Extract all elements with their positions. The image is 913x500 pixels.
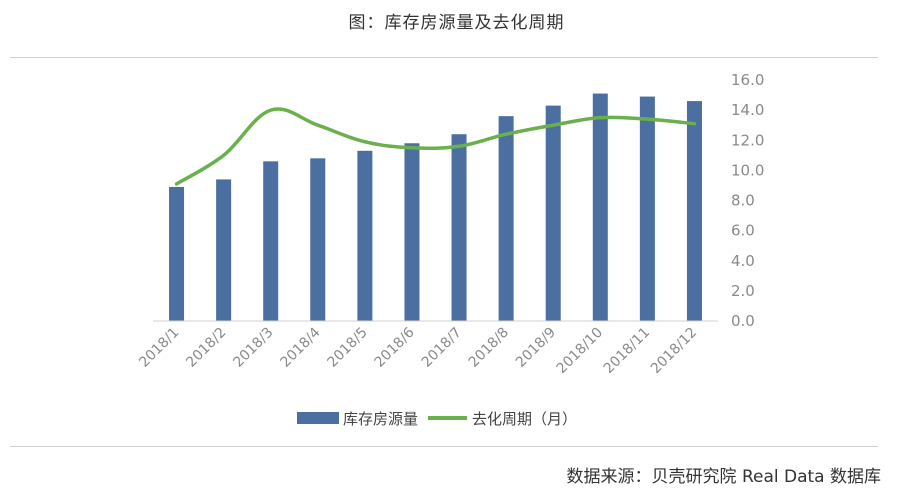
x-tick-label: 2018/6: [372, 324, 418, 370]
line-series: [174, 107, 697, 186]
y-tick-label: 2.0: [731, 282, 755, 300]
series-line: [174, 107, 697, 186]
bar: [216, 179, 232, 321]
x-tick-label: 2018/2: [183, 325, 229, 371]
x-tick-label: 2018/3: [230, 325, 276, 371]
x-tick-label: 2018/5: [325, 325, 371, 371]
bar: [545, 105, 561, 321]
bar: [263, 161, 279, 321]
y-tick-label: 10.0: [731, 161, 764, 179]
bar: [169, 186, 185, 321]
bar: [451, 134, 467, 321]
y-tick-label: 14.0: [731, 101, 764, 119]
y-tick-label: 0.0: [731, 312, 755, 330]
y-tick-label: 6.0: [731, 222, 755, 240]
bar: [498, 116, 514, 322]
data-source: 数据来源：贝壳研究院 Real Data 数据库: [566, 467, 881, 487]
chart-title: 图：库存房源量及去化周期: [348, 13, 565, 33]
legend-bar-swatch: [297, 412, 339, 424]
x-tick-label: 2018/10: [554, 325, 606, 377]
x-tick-label: 2018/12: [648, 325, 700, 377]
bar: [357, 150, 373, 321]
y-tick-label: 4.0: [731, 252, 755, 270]
y-tick-label: 16.0: [731, 71, 764, 89]
legend-label-bar: 库存房源量: [343, 410, 418, 428]
y-tick-label: 12.0: [731, 131, 764, 149]
x-tick-label: 2018/7: [419, 325, 465, 371]
bar: [639, 96, 655, 321]
x-tick-label: 2018/11: [601, 325, 653, 377]
legend-label-line: 去化周期（月）: [472, 410, 577, 428]
legend: 库存房源量 去化周期（月）: [297, 410, 577, 428]
x-tick-label: 2018/9: [513, 325, 559, 371]
bar: [592, 93, 608, 322]
bar: [310, 158, 326, 321]
x-tick-label: 2018/4: [277, 324, 323, 370]
top-divider: [10, 57, 878, 58]
bottom-divider: [10, 446, 878, 447]
x-tick-label: 2018/1: [136, 325, 182, 371]
bar-series: [169, 93, 702, 322]
y-tick-label: 8.0: [731, 192, 755, 210]
bar: [686, 101, 702, 322]
bar: [404, 143, 420, 321]
y-axis-ticks: 0.0 2.0 4.0 6.0 8.0 10.0 12.0 14.0 16.0: [731, 71, 764, 330]
x-tick-label: 2018/8: [466, 325, 512, 371]
x-axis-ticks: 2018/1 2018/2 2018/3 2018/4 2018/5 2018/6 2018…: [136, 324, 700, 377]
